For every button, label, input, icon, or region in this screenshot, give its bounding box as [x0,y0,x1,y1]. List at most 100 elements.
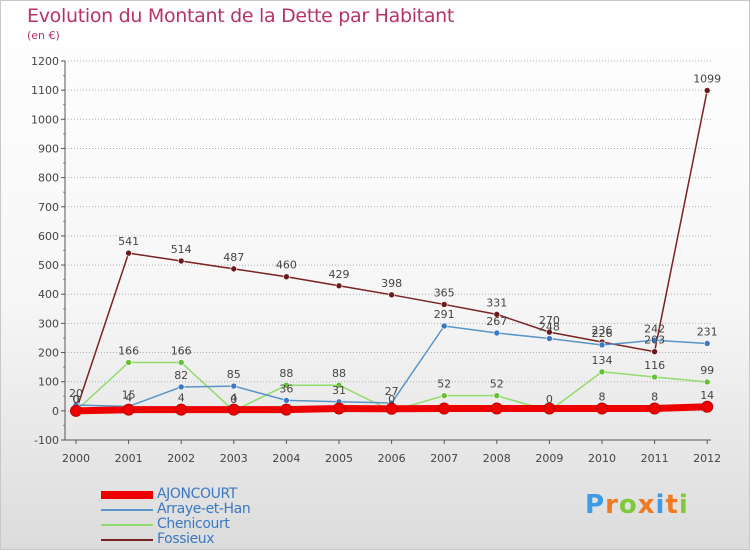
data-point [440,301,448,308]
y-tick-label: 0 [52,405,59,418]
data-point [177,359,185,366]
y-tick-label: -100 [34,434,59,447]
x-tick-label: 2002 [167,452,195,465]
logo-letter: o [618,490,638,520]
data-point [70,404,82,417]
data-point [335,282,343,290]
data-point [651,348,658,355]
data-label: 88 [279,367,293,380]
data-label: 31 [332,384,346,397]
x-tick-label: 2010 [588,452,616,465]
y-tick-label: 800 [38,172,59,185]
data-label: 0 [546,393,553,406]
x-tick-label: 2006 [378,452,406,465]
data-label: 20 [69,387,83,400]
y-tick-label: 400 [38,288,59,301]
logo-letter: i [655,490,666,520]
logo-letter: P [585,490,606,520]
data-label: 88 [332,367,346,380]
data-point [283,273,290,281]
x-tick-label: 2001 [115,452,143,465]
data-label: 27 [385,385,399,398]
data-label: 14 [700,389,714,402]
data-label: 166 [171,344,192,357]
data-point [651,336,658,344]
data-label: 267 [486,315,507,328]
legend-label: AJONCOURT [157,486,237,502]
data-label: 134 [592,354,613,367]
data-point [493,311,501,318]
data-label: 487 [223,251,244,264]
logo-letter: t [665,490,679,520]
data-label: 0 [73,393,80,406]
data-label: 82 [174,369,188,382]
y-tick-label: 1100 [31,84,59,97]
y-tick-label: 1000 [31,113,59,126]
x-tick-label: 2011 [641,452,669,465]
legend-swatch [101,509,153,511]
data-label: 52 [490,378,504,391]
x-tick-label: 2004 [272,452,300,465]
data-point [546,335,553,342]
data-point [333,402,345,415]
data-label: 460 [276,259,297,272]
data-point [177,257,185,265]
x-tick-label: 2009 [535,452,563,465]
data-label: 0 [388,393,395,406]
y-tick-label: 500 [38,259,59,272]
x-tick-label: 2012 [693,452,721,465]
data-point [598,368,606,376]
data-point [703,378,711,386]
legend-swatch [101,524,153,526]
data-label: 8 [599,391,606,404]
x-tick-label: 2003 [220,452,248,465]
legend-swatch [101,491,153,499]
data-point [440,392,448,399]
data-label: 4 [125,392,132,405]
data-label: 231 [697,326,718,339]
y-tick-label: 600 [38,230,59,243]
data-point [122,403,135,416]
logo-letter: i [678,490,689,520]
data-label: 398 [381,277,402,290]
x-tick-label: 2008 [483,452,511,465]
chart-title: Evolution du Montant de la Dette par Hab… [27,5,455,27]
logo-letter: x [637,490,656,520]
data-point [596,402,608,415]
data-point [283,397,290,404]
data-point [493,392,501,399]
data-label: 166 [118,344,139,357]
data-point [175,403,188,416]
data-label: 116 [644,359,665,372]
data-label: 291 [434,308,455,321]
data-label: 242 [644,322,665,335]
data-point [125,359,132,366]
data-point [125,249,132,257]
data-point [493,329,501,337]
data-label: 514 [171,243,192,256]
data-label: 15 [122,388,136,401]
x-tick-label: 2000 [62,452,90,465]
data-label: 541 [118,235,139,248]
data-label: 1099 [693,72,721,85]
data-label: 248 [539,321,560,334]
data-point [283,381,290,389]
data-label: 0 [73,393,80,406]
y-tick-label: 900 [38,142,59,155]
data-label: 85 [227,368,241,381]
data-point [543,402,556,415]
data-label: 236 [592,324,613,337]
data-point [388,291,395,299]
y-tick-label: 300 [38,317,59,330]
data-point [598,341,606,349]
data-point [438,402,451,415]
data-label: 270 [539,314,560,327]
data-point [701,400,714,413]
data-point [648,402,661,415]
data-point [546,328,553,336]
data-point [385,402,398,415]
data-point [703,87,711,94]
legend-label: Arraye-et-Han [157,501,251,517]
